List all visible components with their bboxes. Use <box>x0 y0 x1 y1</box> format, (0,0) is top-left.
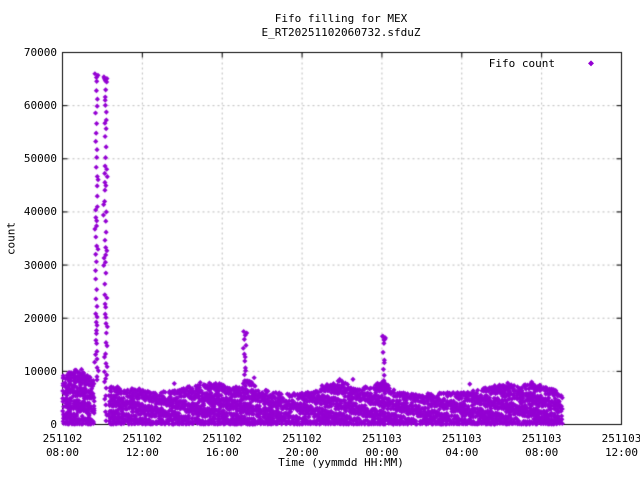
x-tick-label: 251103 08:00 <box>521 432 562 459</box>
chart-subtitle: E_RT20251102060732.sfduZ <box>261 26 421 39</box>
x-tick-label: 251102 16:00 <box>202 432 243 459</box>
y-tick-label: 20000 <box>23 311 57 325</box>
x-tick-label: 251102 12:00 <box>122 432 163 459</box>
y-tick-label: 0 <box>50 418 57 431</box>
y-tick-label: 60000 <box>23 99 57 113</box>
y-tick-label: 30000 <box>23 258 57 272</box>
x-axis-label: Time (yymmdd HH:MM) <box>278 456 404 469</box>
x-tick-label: 251102 08:00 <box>42 432 83 459</box>
y-tick-label: 10000 <box>23 364 57 378</box>
legend: Fifo count ◆ <box>480 57 610 71</box>
x-tick-label: 251102 20:00 <box>282 432 322 459</box>
legend-label: Fifo count <box>488 57 555 70</box>
x-tick-label: 251103 04:00 <box>441 432 482 459</box>
chart-title: Fifo filling for MEX <box>274 12 408 25</box>
y-tick-label: 70000 <box>23 46 57 59</box>
y-tick-label: 40000 <box>23 205 57 219</box>
y-tick-label: 50000 <box>23 152 57 166</box>
x-tick-label: 251103 12:00 <box>601 432 640 459</box>
diamond-marker-icon: ◆ <box>588 58 595 69</box>
x-tick-label: 251103 00:00 <box>362 432 402 459</box>
